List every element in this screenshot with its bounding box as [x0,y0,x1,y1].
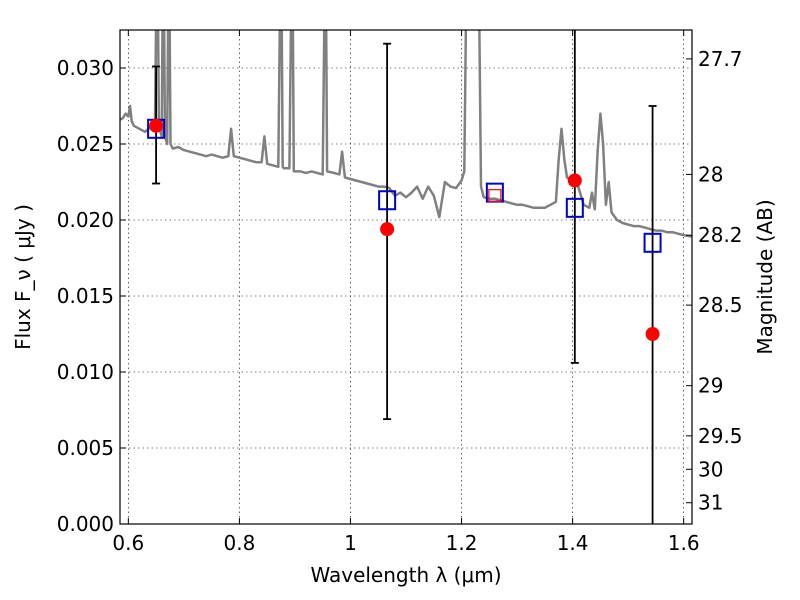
y-tick-label: 0.030 [57,56,114,80]
x-tick-label: 0.8 [223,531,255,555]
y-tick-label: 0.015 [57,284,114,308]
y-tick-label: 0.020 [57,208,114,232]
right-tick-label: 28.5 [698,293,743,317]
y-tick-label: 0.000 [57,512,114,536]
model-square-marker [378,190,397,211]
x-tick-label: 1.6 [668,531,700,555]
plot-frame [119,29,693,525]
right-tick-label: 28.2 [698,223,743,247]
x-tick-label: 1 [344,531,357,555]
model-square-marker [643,232,662,253]
y-tick-label: 0.025 [57,132,114,156]
y-tick-label: 0.010 [57,360,114,384]
model-square-marker [565,197,584,218]
observed-flux-dot [645,327,660,341]
data-layer [120,30,692,238]
axes-layer: 0.6 0.8 1 1.2 1.4 1.6 0.000 0.005 0.010 0.015 0.02… [57,30,743,555]
x-tick-label: 1.2 [446,531,478,555]
right-tick-label: 30 [698,457,723,481]
x-tick-label: 0.6 [112,531,144,555]
y-axis-title: Flux F_ν ( μJy ) [11,204,35,350]
right-tick-label: 28 [698,162,723,186]
right-tick-label: 27.7 [698,47,743,71]
right-tick-label: 29.5 [698,424,743,448]
y-tick-label: 0.005 [57,436,114,460]
spectrum-line [120,30,692,238]
right-tick-label: 29 [698,374,723,398]
small-square-marker [488,189,502,203]
observed-flux-dot [149,118,164,133]
x-axis-title: Wavelength λ (μm) [310,563,501,587]
right-tick-label: 31 [698,491,723,515]
x-tick-label: 1.4 [557,531,589,555]
markers-layer [147,30,662,524]
observed-flux-dot [380,222,395,237]
observed-flux-dot [567,173,582,188]
right-axis-title: Magnitude (AB) [753,199,777,354]
